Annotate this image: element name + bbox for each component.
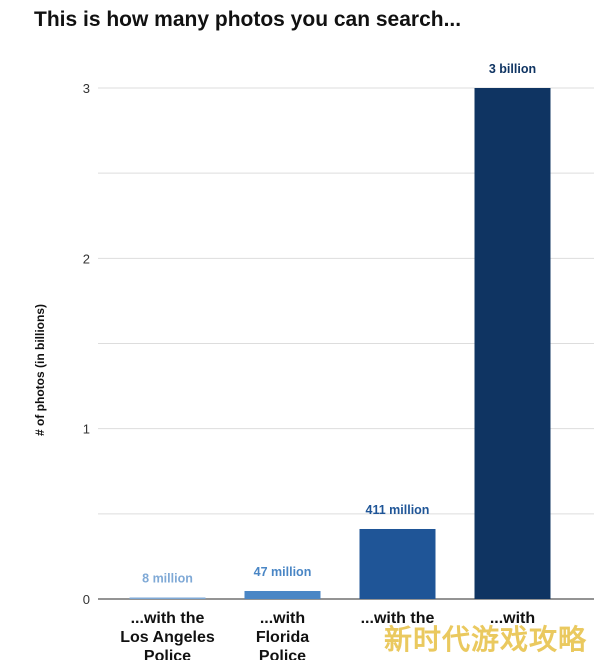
data-label: 8 million — [142, 572, 193, 586]
bar — [244, 590, 321, 599]
category-label: Police — [144, 648, 191, 660]
category-labels: ...with the Los Angeles Police ...with Flori… — [120, 610, 535, 660]
y-tick-label: 0 — [83, 592, 90, 607]
category-label: ...with — [490, 610, 535, 627]
data-label: 411 million — [366, 503, 430, 517]
y-tick-label: 2 — [83, 251, 90, 266]
y-tick-label: 3 — [83, 81, 90, 96]
category-label: ...with the — [361, 610, 435, 627]
category-label: Los Angeles — [120, 629, 215, 646]
watermark: 新时代游戏攻略 — [384, 623, 588, 656]
y-tick-labels: 0 1 2 3 — [83, 81, 90, 607]
bar — [359, 528, 436, 599]
data-labels: 8 million 47 million 411 million 3 billion — [142, 62, 536, 586]
bar — [129, 597, 206, 599]
data-label: 47 million — [254, 565, 312, 579]
category-label: Florida — [256, 629, 309, 646]
category-label: ...with — [260, 610, 305, 627]
bar — [474, 88, 551, 599]
chart-title: This is how many photos you can search..… — [34, 8, 462, 31]
data-label: 3 billion — [489, 62, 536, 76]
category-label: Police — [259, 648, 306, 660]
bars — [129, 88, 551, 599]
y-axis-label: # of photos (in billions) — [33, 304, 47, 436]
y-tick-label: 1 — [83, 422, 90, 437]
category-label: ...with the — [131, 610, 205, 627]
